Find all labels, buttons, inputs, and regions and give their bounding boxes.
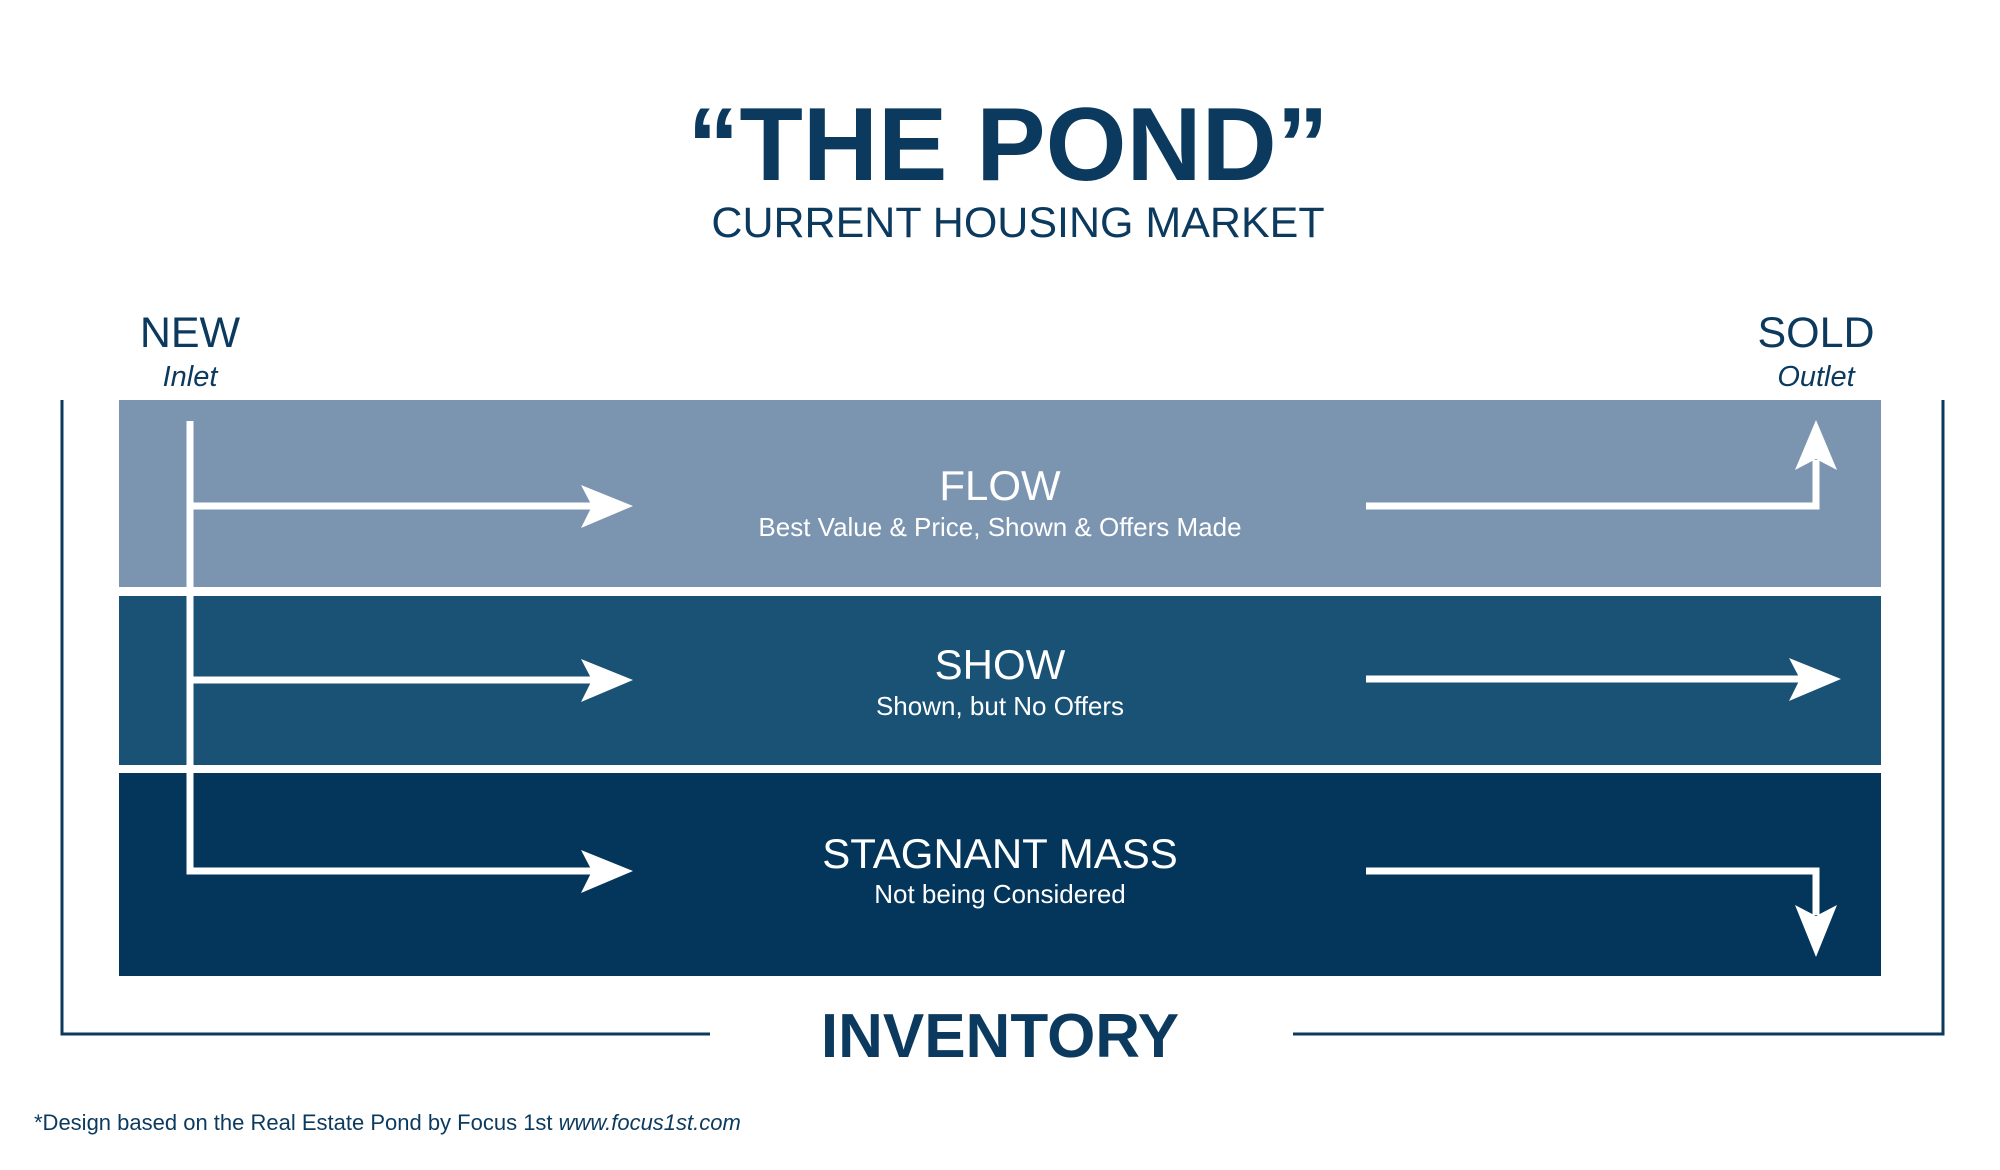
- arrowhead-icon: [581, 850, 633, 893]
- inventory-bracket: [60, 400, 1945, 1036]
- arrowhead-icon: [1789, 658, 1841, 701]
- inventory-label: INVENTORY: [821, 1002, 1179, 1071]
- outlet-label: SOLD: [1757, 309, 1874, 357]
- band-stagnant-label: STAGNANT MASS: [822, 830, 1178, 877]
- inlet-sublabel: Inlet: [163, 361, 220, 393]
- band-flow: [119, 400, 1881, 587]
- arrowhead-up-icon: [1795, 420, 1837, 470]
- footer-credit: *Design based on the Real Estate Pond by…: [34, 1110, 741, 1135]
- footer-text: *Design based on the Real Estate Pond by…: [34, 1110, 559, 1135]
- arrowhead-icon: [581, 659, 633, 702]
- arrowhead-icon: [581, 485, 633, 528]
- band-show-description: Shown, but No Offers: [876, 691, 1124, 721]
- band-stagnant-description: Not being Considered: [874, 879, 1126, 909]
- subtitle: CURRENT HOUSING MARKET: [711, 199, 1324, 247]
- band-flow-description: Best Value & Price, Shown & Offers Made: [758, 512, 1241, 542]
- inlet-line: [186, 421, 600, 875]
- outlet-arrow-flow: [1366, 460, 1820, 510]
- band-flow-label: FLOW: [939, 462, 1061, 509]
- outlet-sublabel: Outlet: [1777, 361, 1856, 393]
- inlet-label: NEW: [140, 309, 241, 357]
- title: “THE POND”: [687, 87, 1328, 203]
- band-show-label: SHOW: [935, 641, 1066, 688]
- footer-link[interactable]: www.focus1st.com: [559, 1110, 741, 1135]
- outlet-arrow-stagnant: [1366, 867, 1820, 915]
- arrowhead-down-icon: [1795, 905, 1837, 957]
